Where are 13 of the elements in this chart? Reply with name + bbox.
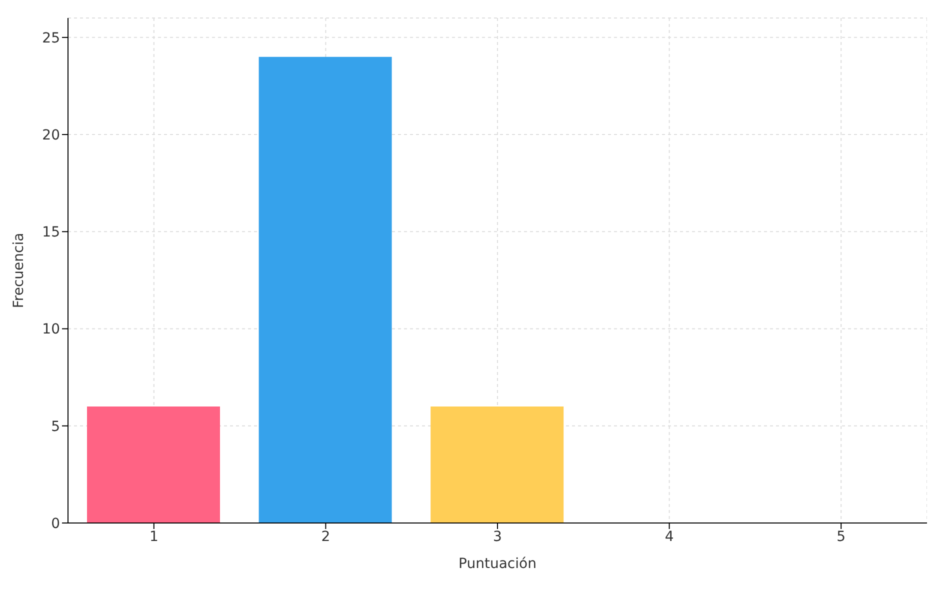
y-tick-label: 20 — [42, 128, 60, 144]
x-tick-label: 5 — [836, 528, 846, 545]
x-tick-label: 3 — [493, 528, 502, 545]
x-tick-label: 2 — [321, 528, 330, 545]
x-axis-title: Puntuación — [458, 556, 536, 572]
y-tick-label: 25 — [42, 30, 60, 46]
x-tick-label: 4 — [664, 528, 674, 545]
y-axis-title: Frecuencia — [10, 232, 27, 308]
y-tick-label: 15 — [42, 224, 60, 241]
y-tick-label: 10 — [42, 322, 60, 338]
x-tick-label: 1 — [149, 528, 158, 545]
y-tick-label: 5 — [51, 418, 60, 435]
y-tick-label: 0 — [51, 516, 60, 532]
